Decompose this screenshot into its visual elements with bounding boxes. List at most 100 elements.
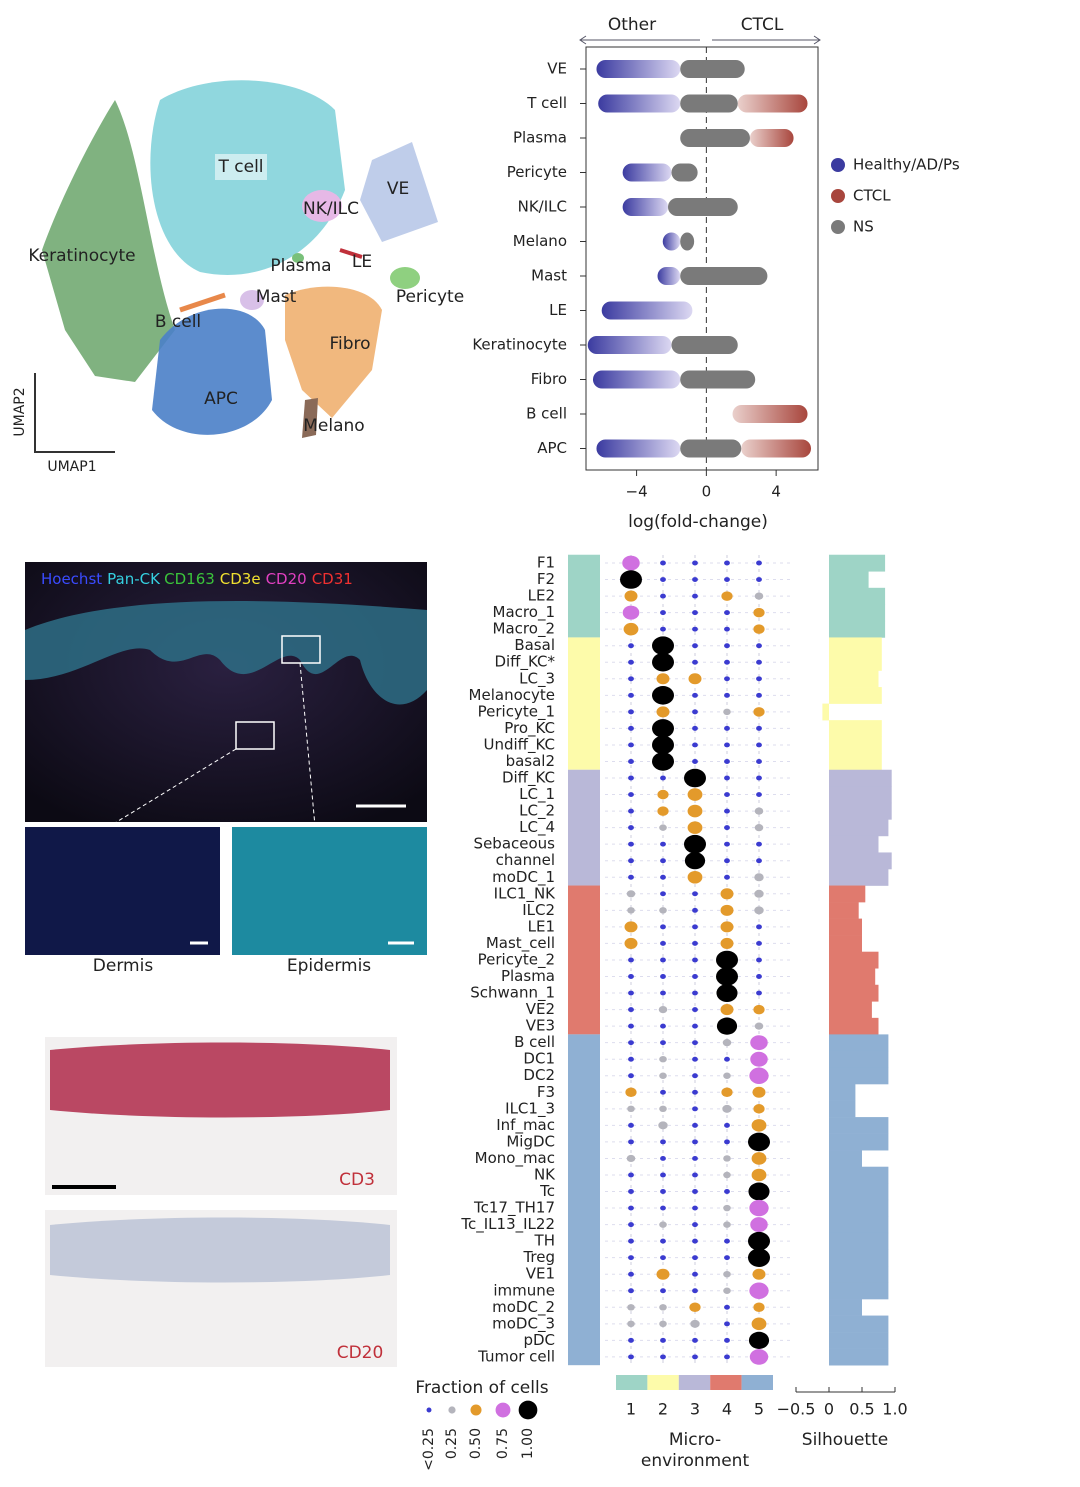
dot: [628, 858, 634, 864]
dot: [756, 676, 762, 682]
dot: [660, 1023, 666, 1029]
dot: [724, 725, 730, 731]
cluster-label: Pericyte: [396, 287, 464, 307]
dot: [754, 873, 764, 882]
dot: [660, 1189, 666, 1194]
dot: [692, 610, 698, 616]
dot: [749, 1067, 769, 1084]
dot: [753, 707, 765, 717]
dot: [660, 1205, 666, 1211]
dot: [753, 1104, 765, 1114]
env-label: 2: [658, 1400, 668, 1419]
dot: [652, 752, 674, 771]
epidermis: [25, 601, 427, 705]
inset-label: Dermis: [93, 956, 154, 976]
dot: [660, 577, 666, 583]
silhouette-bar: [829, 1265, 889, 1283]
dot: [723, 1204, 731, 1212]
y-tick-label: T cell: [526, 94, 567, 112]
dot: [658, 1121, 668, 1130]
dot: [756, 775, 762, 781]
silhouette-bar: [829, 1282, 889, 1300]
silhouette-bar: [829, 1232, 889, 1250]
dot: [716, 984, 738, 1003]
dot: [660, 1172, 666, 1178]
dot: [724, 759, 730, 764]
dot: [628, 1056, 634, 1062]
dot: [724, 858, 730, 864]
dot: [754, 889, 764, 898]
dot: [622, 555, 640, 571]
dot: [716, 1017, 738, 1035]
dotplot: F1F2LE2Macro_1Macro_2BasalDiff_KC*LC_3Me…: [415, 554, 907, 1472]
dot: [753, 607, 765, 618]
dot: [756, 759, 762, 764]
dot: [627, 1304, 635, 1311]
x-tick-label: 1.0: [882, 1400, 907, 1419]
dot: [660, 610, 666, 616]
dot: [721, 591, 733, 601]
legend-marker: [831, 220, 845, 234]
dot: [720, 937, 734, 949]
dot: [659, 1055, 667, 1063]
dot: [660, 1255, 666, 1261]
env-title: Micro-: [669, 1430, 721, 1450]
x-tick-label: −4: [626, 483, 648, 501]
dot: [652, 719, 674, 738]
dot: [692, 974, 698, 979]
dot: [622, 605, 640, 620]
silhouette-bar: [829, 835, 879, 853]
env-label: 4: [722, 1400, 732, 1419]
dot: [692, 626, 698, 632]
dot: [724, 626, 730, 632]
dot: [688, 673, 702, 685]
row-label: channel: [496, 851, 555, 869]
dot: [692, 990, 698, 996]
dot: [660, 1139, 666, 1145]
cluster-label: Fibro: [329, 334, 370, 354]
dot: [751, 1168, 767, 1182]
dot: [692, 1073, 698, 1079]
env-stripe: [568, 1034, 600, 1366]
dot: [724, 1255, 730, 1261]
dot: [751, 1119, 767, 1132]
dot: [720, 904, 734, 916]
silhouette-bar: [829, 1183, 889, 1201]
dot: [687, 788, 703, 801]
dot: [724, 1238, 730, 1244]
dot: [628, 659, 634, 665]
dot: [756, 577, 762, 583]
dot: [659, 1105, 667, 1113]
stain-name: CD20: [266, 570, 307, 588]
dot: [660, 940, 666, 946]
dot: [724, 643, 730, 649]
row-label: Mono_mac: [475, 1149, 555, 1168]
row-label: Diff_KC: [502, 769, 555, 788]
legend-label: CTCL: [853, 187, 891, 205]
swarm: [671, 336, 738, 354]
inset-label: Epidermis: [287, 956, 371, 976]
dot: [628, 808, 634, 814]
swarm: [592, 370, 681, 389]
dot: [628, 1288, 634, 1294]
dot: [748, 1182, 770, 1201]
dot: [692, 1089, 698, 1095]
row-label: Plasma: [501, 967, 555, 985]
cluster-label: B cell: [155, 312, 201, 332]
axis-label: UMAP1: [47, 459, 96, 475]
dot: [724, 659, 730, 665]
row-label: Treg: [522, 1248, 555, 1266]
dot: [684, 852, 706, 870]
silhouette-bar: [829, 604, 886, 622]
row-label: TH: [534, 1232, 555, 1250]
legend-label: NS: [853, 218, 874, 236]
dot: [692, 1139, 698, 1145]
dot: [692, 1007, 698, 1013]
dot: [652, 686, 674, 705]
dot: [724, 610, 730, 616]
dot: [723, 708, 731, 716]
row-label: LC_2: [519, 802, 555, 821]
dot: [624, 590, 638, 602]
silhouette-bar: [829, 802, 892, 820]
dot: [724, 825, 730, 831]
